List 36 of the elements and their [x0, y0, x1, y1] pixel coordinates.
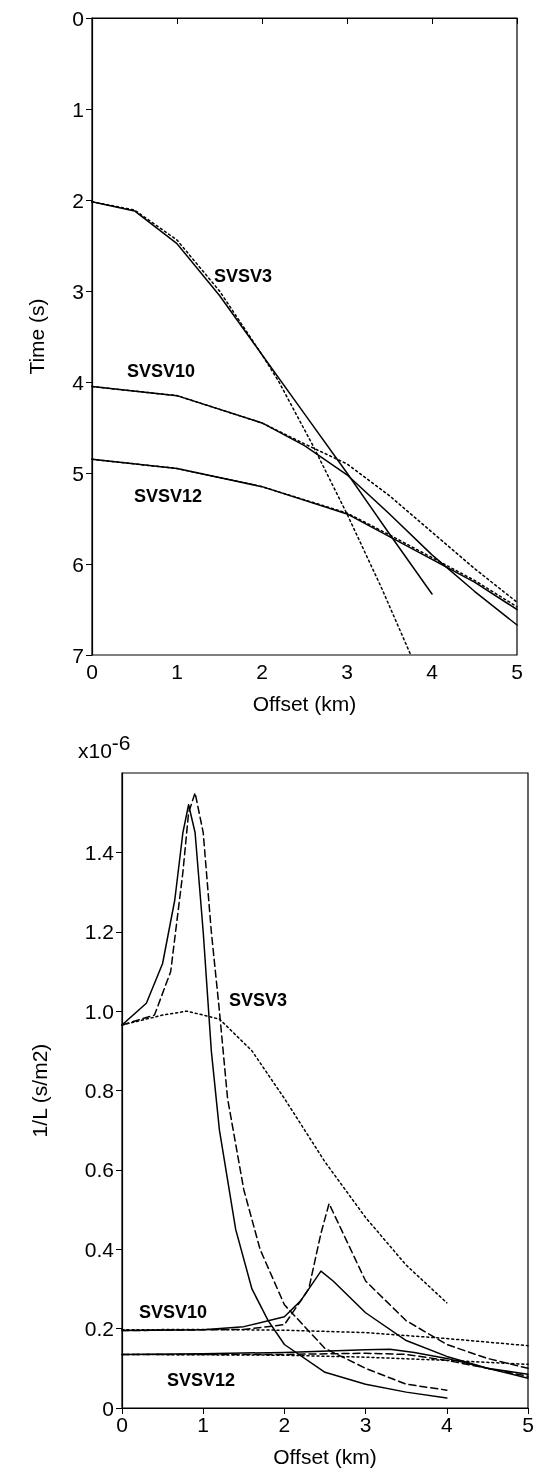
annotation: SVSV3	[214, 266, 273, 286]
annotation: SVSV12	[167, 1370, 236, 1390]
y-tick-label: 2	[72, 188, 84, 212]
x-tick-label: 2	[278, 1413, 291, 1436]
y-axis-title: 1/L (s/m2)	[28, 1043, 51, 1138]
y-axis-title: Time (s)	[25, 298, 48, 375]
x-tick-label: 4	[426, 660, 439, 683]
annotation: SVSV12	[134, 486, 203, 506]
x-tick-label: 5	[522, 1413, 534, 1436]
y-tick-label: 1.2	[84, 920, 114, 944]
y-tick-label: 1.0	[84, 999, 114, 1023]
y-tick-label: 0.2	[84, 1317, 114, 1341]
annotation: SVSV10	[139, 1302, 208, 1322]
y-tick-label: 5	[72, 461, 84, 485]
y-tick-label: 0	[72, 6, 84, 30]
x-tick-label: 3	[359, 1413, 372, 1436]
x-tick-label: 4	[440, 1413, 453, 1436]
y-tick-label: 6	[72, 552, 84, 576]
x-tick-label: 1	[197, 1413, 210, 1436]
x-tick-label: 2	[256, 660, 268, 683]
y-tick-label: 3	[72, 279, 84, 303]
annotation: SVSV3	[229, 990, 288, 1010]
y-tick-label: 4	[72, 370, 85, 394]
x-tick-label: 5	[511, 660, 523, 683]
y-tick-label: 1	[72, 97, 84, 121]
y-tick-label: 0.8	[84, 1079, 114, 1102]
y-tick-label: 0	[102, 1396, 114, 1420]
x-tick-label: 1	[171, 660, 183, 683]
x-axis-title: Offset (km)	[273, 1445, 377, 1468]
x-tick-label: 3	[341, 660, 353, 683]
y-tick-label: 0.4	[84, 1237, 115, 1261]
y-tick-label: 1.4	[84, 840, 115, 864]
annotation: SVSV10	[127, 361, 196, 381]
y-tick-label: 7	[72, 643, 84, 667]
x-axis-title: Offset (km)	[252, 692, 357, 715]
y-tick-label: 0.6	[84, 1158, 114, 1182]
